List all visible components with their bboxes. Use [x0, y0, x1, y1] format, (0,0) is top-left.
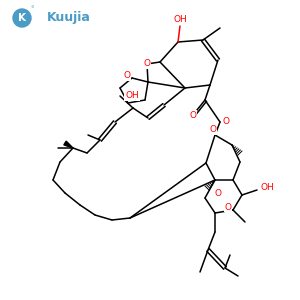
- Polygon shape: [64, 141, 73, 148]
- Text: OH: OH: [260, 184, 274, 193]
- Text: O: O: [209, 125, 217, 134]
- Text: Kuujia: Kuujia: [47, 11, 91, 25]
- Text: O: O: [190, 110, 196, 119]
- Text: OH: OH: [173, 14, 187, 23]
- Text: O: O: [214, 188, 221, 197]
- Text: O: O: [224, 202, 232, 211]
- Text: OH: OH: [125, 92, 139, 100]
- Text: O: O: [143, 59, 151, 68]
- Text: °: °: [30, 6, 34, 12]
- Text: O: O: [124, 71, 130, 80]
- Text: O: O: [223, 118, 230, 127]
- Circle shape: [13, 9, 31, 27]
- Text: K: K: [18, 13, 26, 23]
